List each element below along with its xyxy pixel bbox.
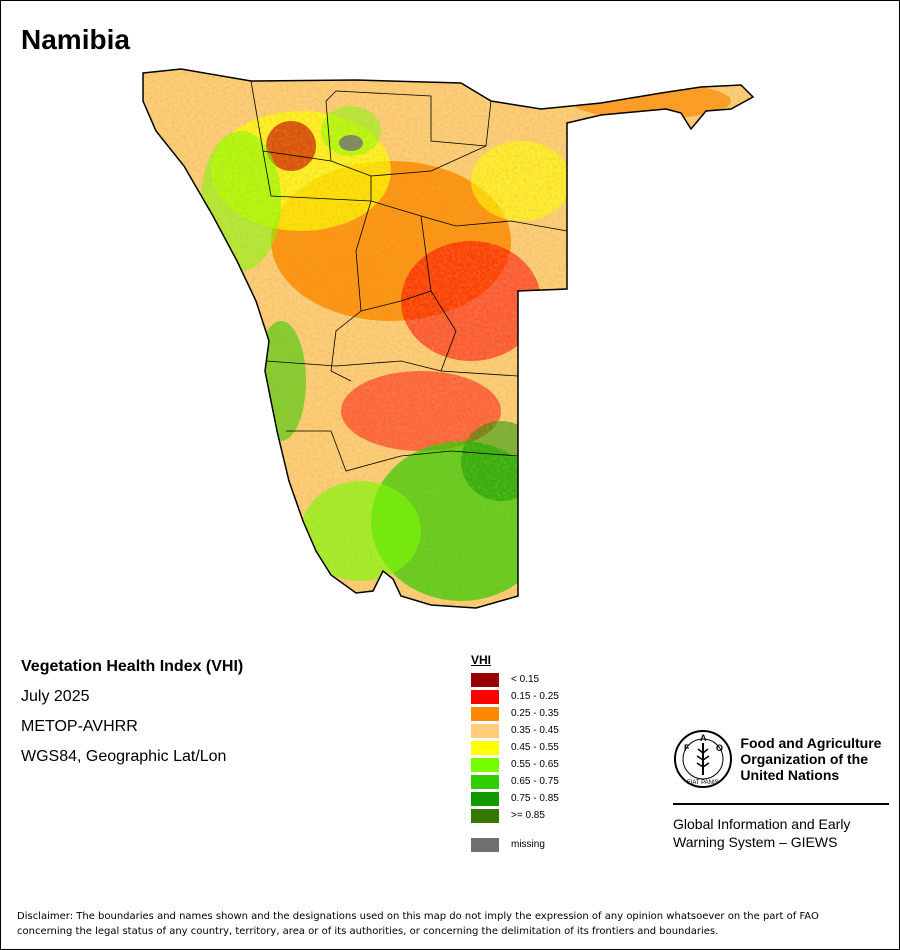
sensor-label: METOP-AVHRR — [21, 718, 138, 735]
legend-swatch-missing — [471, 837, 499, 852]
legend-swatch — [471, 808, 499, 823]
legend-label: 0.75 - 0.85 — [511, 793, 559, 804]
legend-swatch — [471, 774, 499, 789]
map-info: Vegetation Health Index (VHI) July 2025 … — [21, 657, 243, 777]
legend-label: >= 0.85 — [511, 810, 545, 821]
legend-swatch — [471, 689, 499, 704]
legend-label-missing: missing — [511, 839, 545, 850]
legend-swatch — [471, 723, 499, 738]
region-boundaries — [250, 80, 568, 472]
legend-label: 0.45 - 0.55 — [511, 742, 559, 753]
legend-item: 0.35 - 0.45 — [471, 722, 559, 739]
legend-label: 0.65 - 0.75 — [511, 776, 559, 787]
legend-swatch — [471, 740, 499, 755]
legend-item: 0.15 - 0.25 — [471, 688, 559, 705]
fao-logo-motto: FIAT PANIS — [687, 780, 719, 786]
fao-logo-icon: F A O FIAT PANIS — [674, 730, 732, 788]
disclaimer: Disclaimer: The boundaries and names sho… — [17, 909, 887, 939]
legend-item: 0.25 - 0.35 — [471, 705, 559, 722]
fao-name-line2: Organization of the — [740, 751, 868, 767]
fao-logo-letter-f: F — [684, 743, 690, 753]
giews-line1: Global Information and Early — [673, 816, 851, 832]
fao-name-line1: Food and Agriculture — [740, 735, 882, 751]
vhi-raster — [143, 69, 753, 608]
legend-item: 0.75 - 0.85 — [471, 790, 559, 807]
legend-item: < 0.15 — [471, 671, 559, 688]
map-title: Namibia — [21, 24, 130, 55]
vhi-legend: VHI < 0.15 0.15 - 0.25 0.25 - 0.35 0.35 - 0… — [471, 653, 559, 853]
product-name: Vegetation Health Index (VHI) — [21, 658, 244, 675]
legend-swatch — [471, 757, 499, 772]
legend-swatch — [471, 672, 499, 687]
fao-logo-letter-o: O — [716, 743, 723, 753]
giews-name: Global Information and Early Warning Sys… — [673, 815, 889, 851]
giews-line2: Warning System – GIEWS — [673, 834, 838, 850]
fao-block: F A O FIAT PANIS Food and Agriculture Or… — [673, 729, 889, 851]
fao-divider — [673, 803, 889, 805]
legend-item: >= 0.85 — [471, 807, 559, 824]
legend-label: < 0.15 — [511, 674, 540, 685]
fao-organization-name: Food and Agriculture Organization of the… — [740, 735, 889, 783]
legend-item: 0.65 - 0.75 — [471, 773, 559, 790]
legend-swatch — [471, 706, 499, 721]
legend-label: 0.55 - 0.65 — [511, 759, 559, 770]
disclaimer-line1: Disclaimer: The boundaries and names sho… — [17, 911, 819, 922]
projection-label: WGS84, Geographic Lat/Lon — [21, 748, 227, 765]
period-label: July 2025 — [21, 688, 90, 705]
legend-item: 0.45 - 0.55 — [471, 739, 559, 756]
fao-name-line3: United Nations — [740, 767, 840, 783]
legend-missing-item: missing — [471, 836, 559, 853]
disclaimer-line2: concerning the legal status of any count… — [17, 926, 719, 937]
legend-label: 0.35 - 0.45 — [511, 725, 559, 736]
legend-title: VHI — [471, 653, 492, 667]
legend-label: 0.15 - 0.25 — [511, 691, 559, 702]
fao-logo-letter-a: A — [700, 733, 707, 743]
legend-label: 0.25 - 0.35 — [511, 708, 559, 719]
legend-swatch — [471, 791, 499, 806]
legend-item: 0.55 - 0.65 — [471, 756, 559, 773]
